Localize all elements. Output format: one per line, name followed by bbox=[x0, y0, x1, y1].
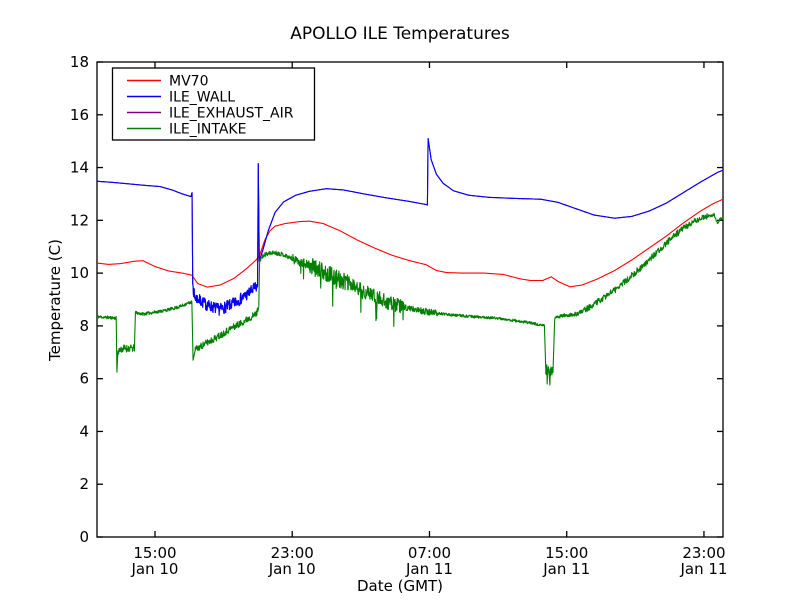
y-tick-label: 6 bbox=[79, 370, 89, 388]
x-tick-label-date: Jan 10 bbox=[268, 560, 316, 578]
legend-label-ILE_EXHAUST_AIR: ILE_EXHAUST_AIR bbox=[169, 106, 294, 122]
x-tick-label-date: Jan 11 bbox=[405, 560, 453, 578]
y-tick-label: 14 bbox=[70, 159, 89, 177]
x-tick-label-date: Jan 10 bbox=[130, 560, 178, 578]
y-tick-label: 16 bbox=[70, 106, 89, 124]
series-line-ILE_INTAKE bbox=[96, 213, 724, 386]
series-line-MV70 bbox=[96, 198, 724, 288]
x-tick-label-time: 15:00 bbox=[133, 544, 176, 562]
x-tick-label-date: Jan 11 bbox=[679, 560, 727, 578]
y-tick-label: 4 bbox=[79, 422, 89, 440]
x-tick-label-date: Jan 11 bbox=[542, 560, 590, 578]
x-axis-label: Date (GMT) bbox=[356, 577, 444, 595]
plot-frame bbox=[96, 61, 724, 538]
y-tick-label: 10 bbox=[70, 264, 89, 282]
x-tick-label-time: 07:00 bbox=[408, 544, 451, 562]
y-tick-label: 2 bbox=[79, 475, 89, 493]
y-tick-label: 8 bbox=[79, 317, 89, 335]
y-tick-label: 18 bbox=[70, 53, 89, 71]
y-tick-label: 12 bbox=[70, 211, 89, 229]
chart-title: APOLLO ILE Temperatures bbox=[290, 24, 510, 44]
x-tick-label-time: 23:00 bbox=[682, 544, 725, 562]
legend-label-ILE_INTAKE: ILE_INTAKE bbox=[169, 122, 246, 138]
x-tick-label-time: 15:00 bbox=[545, 544, 588, 562]
legend-label-MV70: MV70 bbox=[169, 74, 208, 90]
y-tick-label: 0 bbox=[79, 528, 89, 546]
legend-label-ILE_WALL: ILE_WALL bbox=[169, 90, 235, 106]
x-tick-label-time: 23:00 bbox=[271, 544, 314, 562]
series-line-ILE_WALL bbox=[96, 137, 724, 316]
